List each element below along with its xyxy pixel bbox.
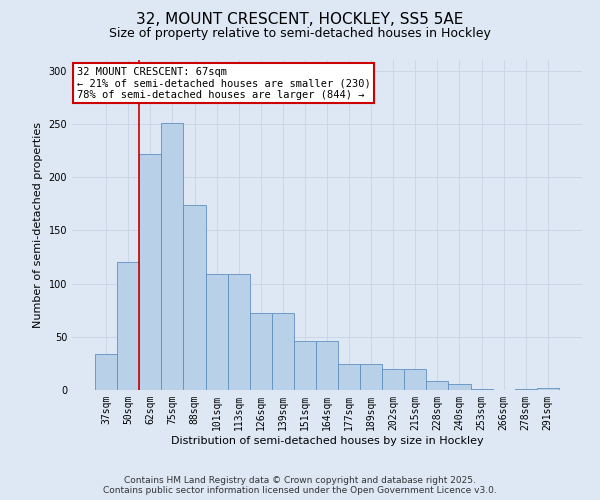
Bar <box>250 314 272 390</box>
Bar <box>272 314 294 390</box>
Bar <box>184 205 206 390</box>
Bar <box>360 364 382 390</box>
Text: Size of property relative to semi-detached houses in Hockley: Size of property relative to semi-detach… <box>109 28 491 40</box>
Bar <box>139 154 161 390</box>
Bar <box>95 354 117 390</box>
Bar <box>537 388 559 390</box>
Bar <box>206 274 227 390</box>
Bar <box>404 368 427 390</box>
Bar <box>161 123 184 390</box>
Text: 32 MOUNT CRESCENT: 67sqm
← 21% of semi-detached houses are smaller (230)
78% of : 32 MOUNT CRESCENT: 67sqm ← 21% of semi-d… <box>77 66 371 100</box>
Bar <box>338 364 360 390</box>
Y-axis label: Number of semi-detached properties: Number of semi-detached properties <box>33 122 43 328</box>
Bar <box>316 341 338 390</box>
Bar <box>294 341 316 390</box>
Bar <box>117 262 139 390</box>
Text: Contains HM Land Registry data © Crown copyright and database right 2025.
Contai: Contains HM Land Registry data © Crown c… <box>103 476 497 495</box>
Text: 32, MOUNT CRESCENT, HOCKLEY, SS5 5AE: 32, MOUNT CRESCENT, HOCKLEY, SS5 5AE <box>136 12 464 28</box>
Bar <box>515 389 537 390</box>
Bar <box>470 389 493 390</box>
Bar <box>427 382 448 390</box>
Bar <box>382 368 404 390</box>
X-axis label: Distribution of semi-detached houses by size in Hockley: Distribution of semi-detached houses by … <box>170 436 484 446</box>
Bar <box>227 274 250 390</box>
Bar <box>448 384 470 390</box>
